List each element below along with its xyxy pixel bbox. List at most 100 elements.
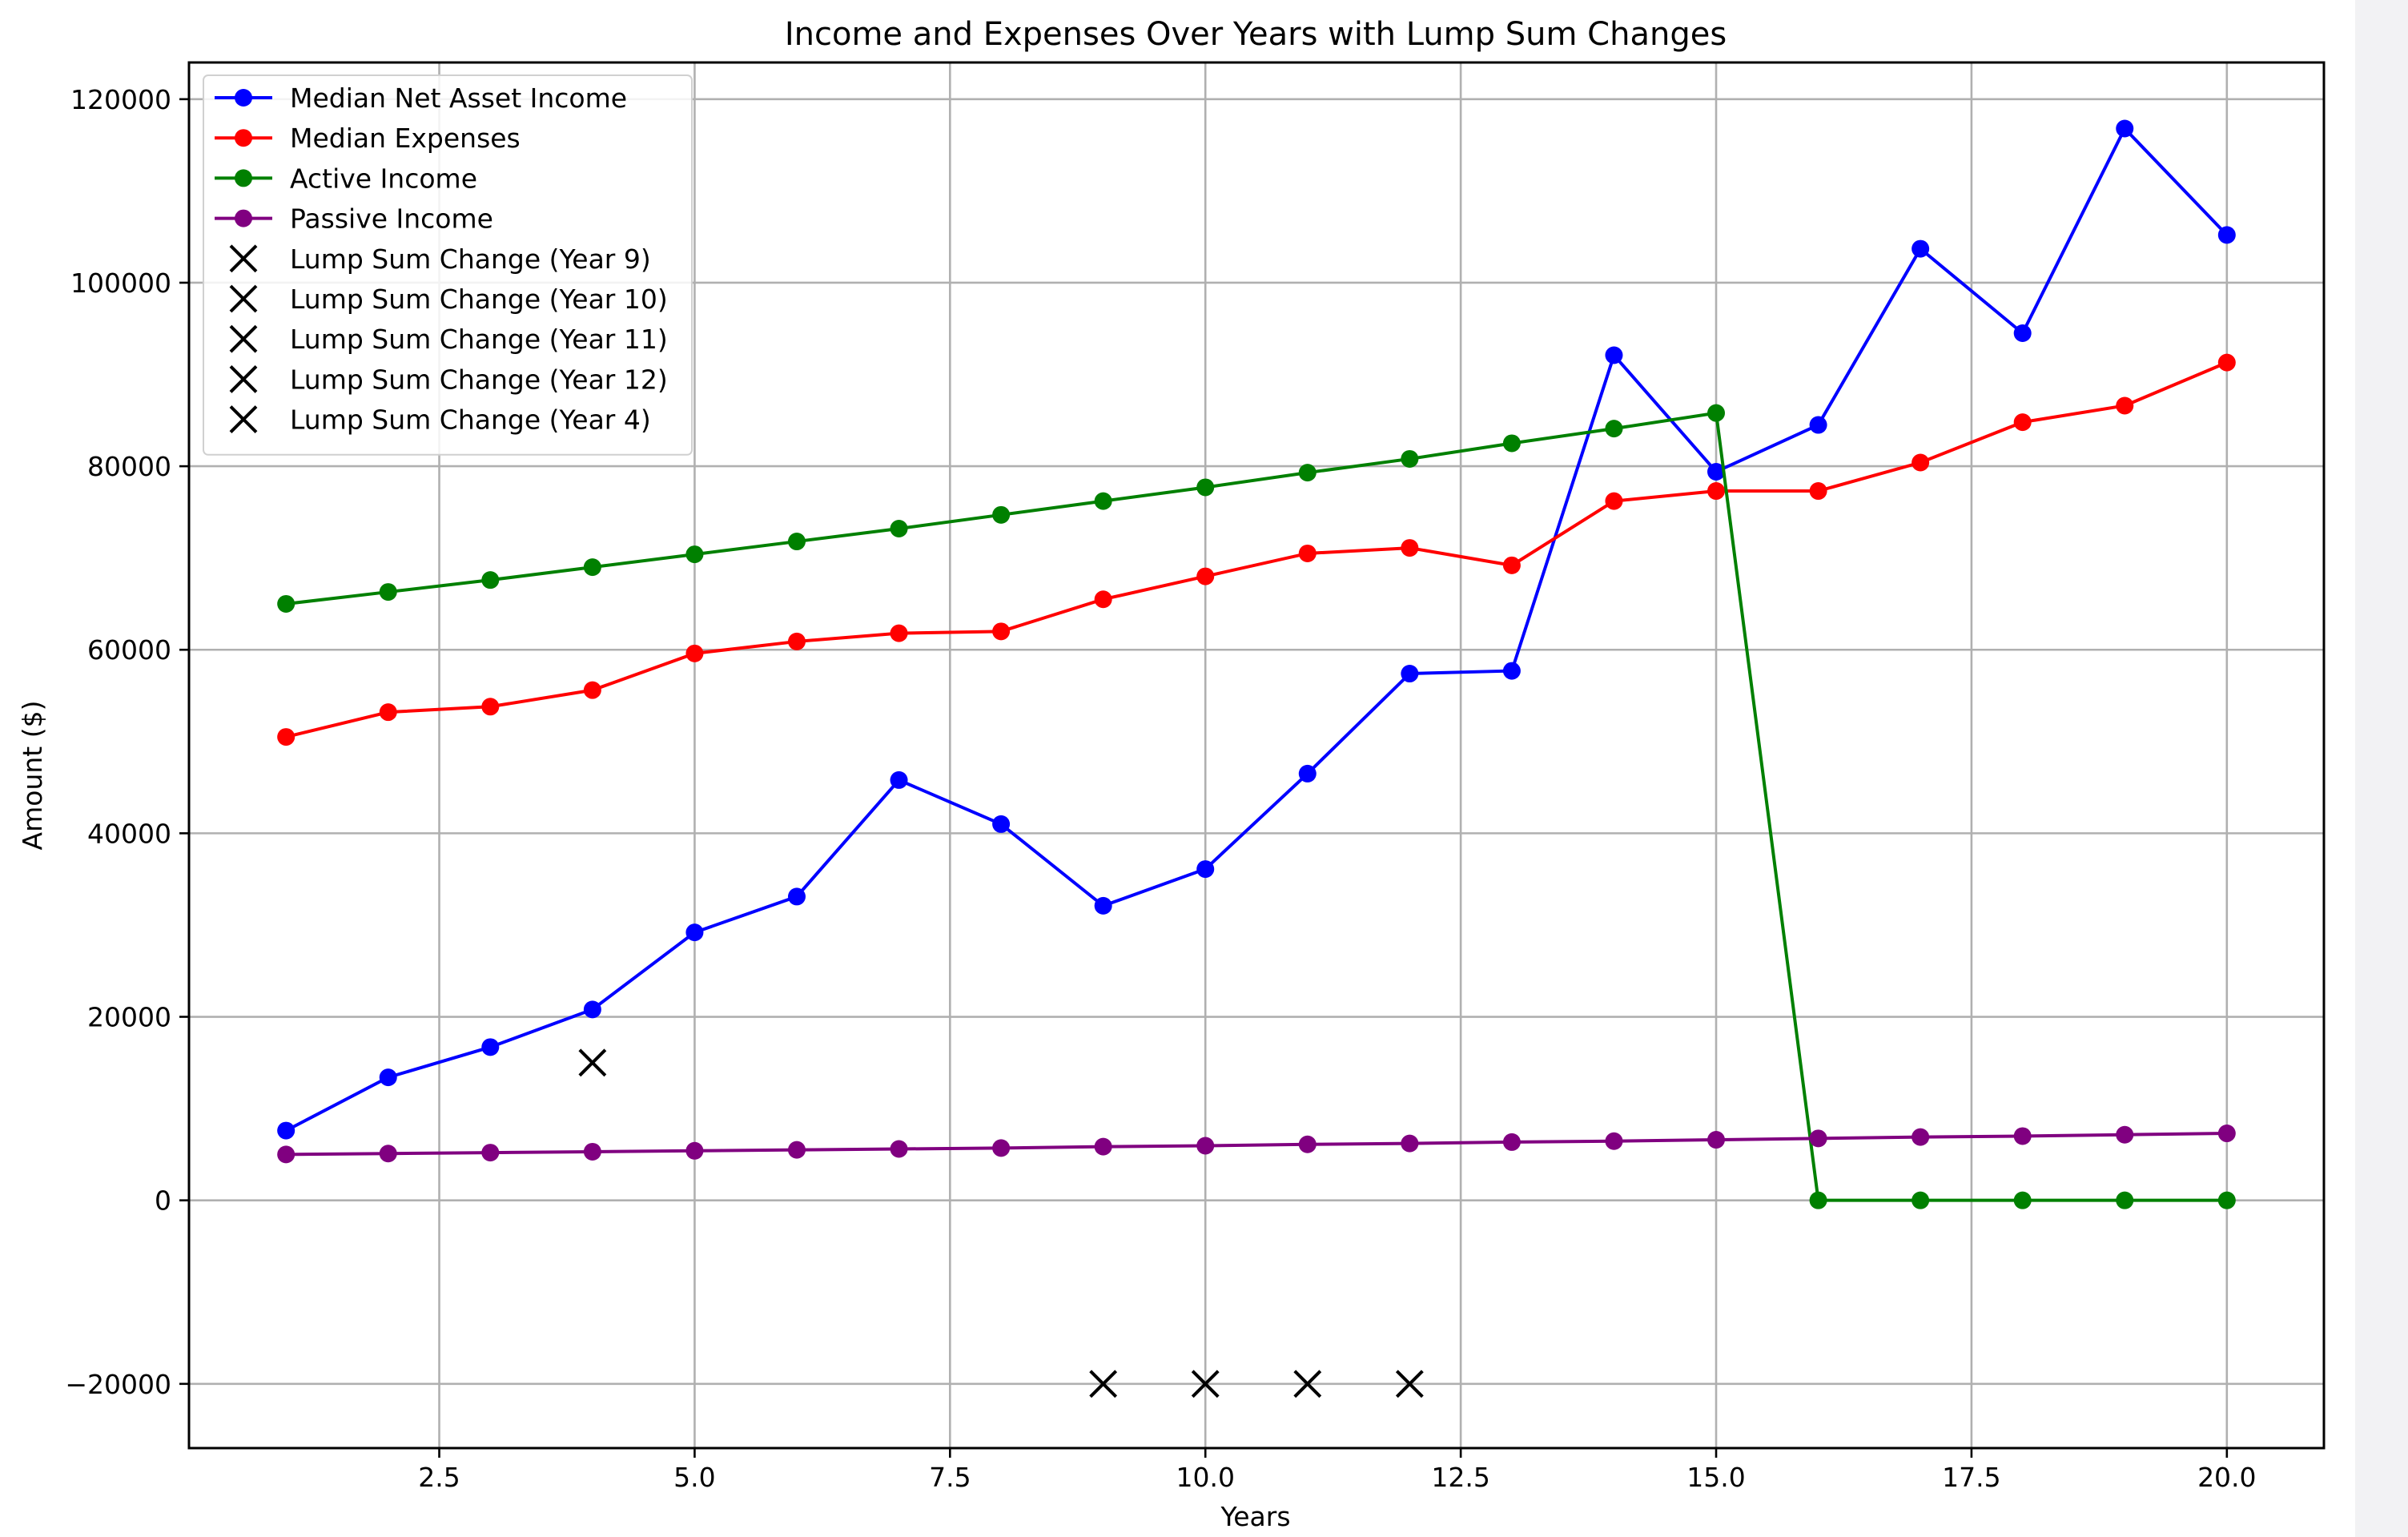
series-1-point bbox=[2013, 413, 2032, 432]
legend-swatch-x bbox=[229, 324, 258, 353]
series-2-point bbox=[1809, 1191, 1827, 1209]
lump-sum-marker bbox=[1293, 1370, 1322, 1398]
legend-label: Lump Sum Change (Year 9) bbox=[290, 243, 651, 275]
legend-label: Lump Sum Change (Year 10) bbox=[290, 284, 668, 315]
series-2-point bbox=[2116, 1191, 2134, 1209]
series-2-point bbox=[1605, 420, 1623, 438]
series-3-point bbox=[1196, 1137, 1215, 1155]
y-tick-label: 100000 bbox=[70, 268, 171, 299]
series-0-point bbox=[890, 771, 908, 789]
series-1-point bbox=[890, 624, 908, 642]
series-2-point bbox=[992, 505, 1011, 524]
series-2-point bbox=[1196, 478, 1215, 497]
series-0-point bbox=[1298, 764, 1317, 783]
series-0-point bbox=[1196, 860, 1215, 879]
lump-sum-marker-stroke bbox=[1089, 1370, 1118, 1398]
legend: Median Net Asset Income Median Expenses Ac… bbox=[203, 74, 693, 456]
series-1-point bbox=[1809, 482, 1827, 501]
x-axis-label: Years bbox=[1220, 1501, 1290, 1532]
legend-entry: Lump Sum Change (Year 9) bbox=[229, 243, 651, 275]
series-3-point bbox=[890, 1140, 908, 1158]
series-1-point bbox=[1502, 556, 1521, 574]
series-2-point bbox=[890, 520, 908, 538]
series-3-point bbox=[1502, 1133, 1521, 1151]
series-3-point bbox=[2013, 1127, 2032, 1145]
series-1-point bbox=[1707, 482, 1726, 501]
legend-swatch-marker bbox=[235, 209, 252, 227]
chart-title: Income and Expenses Over Years with Lump… bbox=[785, 16, 1727, 53]
legend-entry: Active Income bbox=[215, 163, 477, 194]
series-0-point bbox=[1707, 462, 1726, 481]
series-line-2 bbox=[285, 411, 2227, 1202]
legend-swatch-marker bbox=[235, 129, 252, 147]
series-0-point bbox=[1502, 662, 1521, 680]
plot-frame bbox=[187, 61, 2326, 1450]
legend-swatch-x bbox=[229, 405, 258, 434]
series-1-point bbox=[787, 632, 806, 650]
series-3-point bbox=[2217, 1125, 2236, 1143]
series-3-point bbox=[1809, 1129, 1827, 1148]
lump-sum-marker bbox=[578, 1048, 607, 1077]
series-2-point bbox=[1502, 434, 1521, 453]
series-1-point bbox=[2217, 353, 2236, 372]
x-tick-label: 15.0 bbox=[1686, 1462, 1745, 1493]
x-tick-label: 7.5 bbox=[929, 1462, 971, 1493]
series-2-point bbox=[379, 583, 397, 602]
y-tick-label: 60000 bbox=[87, 634, 171, 666]
series-2-point bbox=[481, 571, 500, 589]
series-3-point bbox=[1707, 1131, 1726, 1149]
legend-box bbox=[203, 74, 693, 456]
line-chart: 2.5 5.0 7.5 10.0 12.5 15.0 17.5 20.0 −20000 0 2000… bbox=[17, 16, 2326, 1532]
series-2-point bbox=[787, 533, 806, 551]
legend-label: Lump Sum Change (Year 12) bbox=[290, 364, 668, 395]
legend-label: Lump Sum Change (Year 4) bbox=[290, 404, 651, 436]
series-3-point bbox=[992, 1139, 1011, 1157]
series-line-1 bbox=[285, 360, 2228, 739]
legend-entry: Lump Sum Change (Year 10) bbox=[229, 284, 668, 315]
series-0-point bbox=[1401, 665, 1419, 683]
series-0-point bbox=[583, 1000, 601, 1019]
y-tick-label: 0 bbox=[155, 1185, 171, 1217]
lump-sum-marker-stroke bbox=[1191, 1370, 1220, 1398]
x-tick-label: 5.0 bbox=[673, 1462, 715, 1493]
lump-sum-marker-stroke bbox=[578, 1048, 607, 1077]
series-line-0 bbox=[285, 126, 2229, 1133]
series-1-point bbox=[1298, 544, 1317, 562]
legend-entry: Lump Sum Change (Year 11) bbox=[229, 324, 668, 355]
axes: 2.5 5.0 7.5 10.0 12.5 15.0 17.5 20.0 −20000 0 2000… bbox=[65, 61, 2326, 1493]
series-0-point bbox=[2116, 119, 2134, 138]
series-1-point bbox=[1196, 567, 1215, 585]
legend-swatch-marker bbox=[235, 169, 252, 187]
y-tick-label: 120000 bbox=[70, 84, 171, 115]
series-3-point bbox=[1605, 1132, 1623, 1150]
series-2-point bbox=[1401, 449, 1419, 468]
series-3-point bbox=[1912, 1128, 1930, 1146]
series-0-point bbox=[1809, 416, 1827, 434]
series-1-point bbox=[481, 698, 500, 716]
series-0-point bbox=[2217, 226, 2236, 244]
series-1-point bbox=[1912, 453, 1930, 472]
series-3-point bbox=[583, 1142, 601, 1161]
legend-label: Active Income bbox=[290, 163, 477, 194]
series-0-point bbox=[277, 1121, 295, 1140]
series-3-point bbox=[1401, 1134, 1419, 1153]
legend-label: Median Net Asset Income bbox=[290, 82, 627, 114]
series-3-point bbox=[685, 1141, 704, 1160]
legend-label: Median Expenses bbox=[290, 123, 521, 154]
series-0-point bbox=[1094, 896, 1112, 915]
series-1-point bbox=[583, 681, 601, 699]
series-0-point bbox=[787, 887, 806, 906]
lump-sum-marker bbox=[1191, 1370, 1220, 1398]
y-tick-label: −20000 bbox=[65, 1369, 171, 1400]
legend-swatch-x bbox=[229, 284, 258, 313]
series-2-point bbox=[1707, 404, 1726, 422]
legend-label: Passive Income bbox=[290, 203, 493, 235]
plot-series bbox=[277, 119, 2236, 1398]
legend-swatch-marker bbox=[235, 89, 252, 107]
legend-entry: Lump Sum Change (Year 12) bbox=[229, 364, 668, 395]
legend-swatch-x bbox=[229, 244, 258, 273]
grid bbox=[189, 62, 2324, 1448]
legend-entry: Median Expenses bbox=[215, 123, 521, 154]
series-2-point bbox=[583, 558, 601, 577]
